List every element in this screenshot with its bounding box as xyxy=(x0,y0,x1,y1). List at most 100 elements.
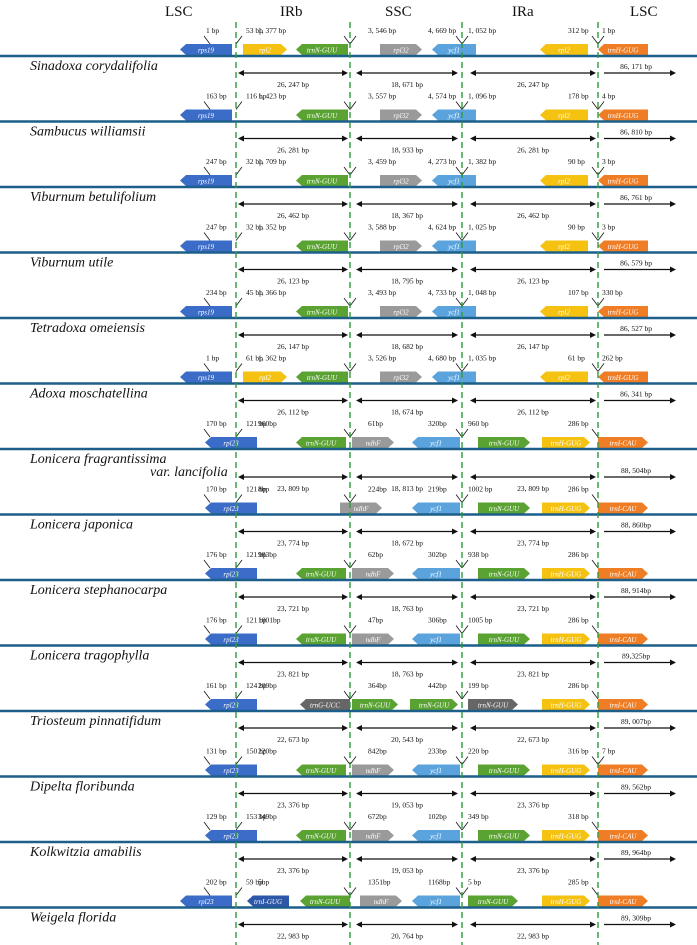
gene-label: trnH-GUG xyxy=(551,571,582,579)
gene-label: trnH-GUG xyxy=(608,374,639,382)
gene-label: rpl2 xyxy=(558,47,570,55)
pointer-line xyxy=(461,690,469,700)
gene-label: rpl23 xyxy=(223,505,239,513)
arrow-head-left xyxy=(356,921,362,928)
region-length-label: 23, 376 bp xyxy=(517,801,549,810)
gene-label: trnH-GUG xyxy=(608,243,639,251)
species-row: 1 bp 53 bp1, 377 bp 3, 546 bp 4, 669 bp 1, 0… xyxy=(0,26,697,89)
region-length-label: 18, 367 bp xyxy=(391,211,423,220)
gene-label: trnN-GUU xyxy=(360,702,391,710)
gene-block xyxy=(205,437,257,448)
gene-label: rps19 xyxy=(198,309,214,317)
arrow-head-right xyxy=(670,921,676,928)
region-length-label: 22, 673 bp xyxy=(517,735,549,744)
boundary-distance-label: 247 bp xyxy=(206,157,227,166)
gene-block xyxy=(380,306,422,317)
gene-label: trnH-GUG xyxy=(551,833,582,841)
region-length-label: 26, 147 bp xyxy=(277,342,309,351)
region-length-label: 86, 579 bp xyxy=(620,259,652,268)
boundary-distance-label: 116 bp xyxy=(246,92,267,101)
pointer-line xyxy=(343,690,351,700)
gene-block xyxy=(296,44,348,55)
arrow-head-left xyxy=(238,135,244,142)
pointer-line xyxy=(455,494,463,503)
region-length-label: 23, 809 bp xyxy=(517,484,549,493)
pointer-line xyxy=(235,559,243,569)
boundary-distance-label: 302bp xyxy=(428,550,447,559)
gene-label: rpl32 xyxy=(393,112,409,120)
junction-dividers xyxy=(235,22,599,945)
boundary-distance-label: 233bp xyxy=(428,747,447,756)
boundary-distance-label: 3, 493 bp xyxy=(368,288,396,297)
gene-label: trnH-GUG xyxy=(608,112,639,120)
gene-block xyxy=(380,44,422,55)
region-length-label: 23, 721 bp xyxy=(517,604,549,613)
gene-label: trnH-GUG xyxy=(551,636,582,644)
pointer-line xyxy=(343,363,351,372)
region-length-label: 18, 671 bp xyxy=(391,80,423,89)
pointer-line xyxy=(203,101,211,110)
gene-block xyxy=(300,895,350,907)
arrow-head-right xyxy=(452,135,458,142)
pointer-line xyxy=(203,690,211,700)
boundary-distance-label: 219bp xyxy=(428,485,447,494)
gene-block xyxy=(542,895,590,907)
pointer-line xyxy=(455,232,463,241)
arrow-head-right xyxy=(342,594,348,600)
gene-label: trnI-CAU xyxy=(610,767,638,775)
gene-label: rpl2 xyxy=(259,47,271,55)
arrow-head-right xyxy=(670,266,676,273)
gene-block xyxy=(540,240,588,252)
gene-label: trnN-GUU xyxy=(306,440,337,448)
gene-block xyxy=(432,306,476,317)
gene-label: rps19 xyxy=(198,112,214,120)
region-length-label: 22, 983 bp xyxy=(517,932,549,941)
gene-label: trnI-CAU xyxy=(610,440,638,448)
arrow-head-left xyxy=(238,594,244,600)
arrow-head-left xyxy=(470,201,476,207)
gene-block xyxy=(412,895,460,907)
boundary-distance-label: 121 bp xyxy=(246,419,267,428)
pointer-line xyxy=(349,166,357,176)
arrow-head-left xyxy=(356,266,362,273)
region-length-label: 19, 053 bp xyxy=(391,866,423,875)
gene-label: ycf1 xyxy=(429,505,442,513)
boundary-distance-label: 286 bp xyxy=(568,616,589,625)
arrow-head-left xyxy=(470,397,476,404)
pointer-line xyxy=(235,494,243,503)
pointer-line xyxy=(203,35,211,45)
pointer-line xyxy=(461,494,469,503)
gene-block xyxy=(468,895,518,907)
gene-block xyxy=(180,371,232,383)
boundary-distance-label: 286 bp xyxy=(568,485,589,494)
species-name: Lonicera japonica xyxy=(29,518,133,533)
pointer-line xyxy=(203,166,211,176)
boundary-distance-label: 107 bp xyxy=(568,288,589,297)
arrow-head-left xyxy=(356,70,362,76)
boundary-distance-label: 349bp xyxy=(258,812,277,821)
gene-label: trnN-GUU xyxy=(489,833,520,841)
boundary-distance-label: 4, 574 bp xyxy=(428,92,456,101)
arrow-head-left xyxy=(470,474,476,480)
boundary-distance-label: 61 bp xyxy=(568,354,585,363)
pointer-line xyxy=(591,363,599,372)
pointer-line xyxy=(203,428,211,438)
boundary-distance-label: 672bp xyxy=(368,812,387,821)
pointer-line xyxy=(349,35,357,45)
gene-label: rpl23 xyxy=(223,833,239,841)
pointer-line xyxy=(349,821,357,831)
pointer-line xyxy=(597,166,605,176)
boundary-distance-label: 1, 423 bp xyxy=(258,92,286,101)
boundary-distance-label: 1, 382 bp xyxy=(468,157,496,166)
gene-block xyxy=(598,633,648,645)
arrow-head-right xyxy=(452,659,458,666)
gene-block xyxy=(478,502,530,514)
gene-label: trnI-CAU xyxy=(610,571,638,579)
arrow-head-left xyxy=(470,856,476,862)
gene-label: trnH-GUG xyxy=(551,767,582,775)
arrow-head-right xyxy=(590,725,596,731)
pointer-line xyxy=(349,756,357,765)
